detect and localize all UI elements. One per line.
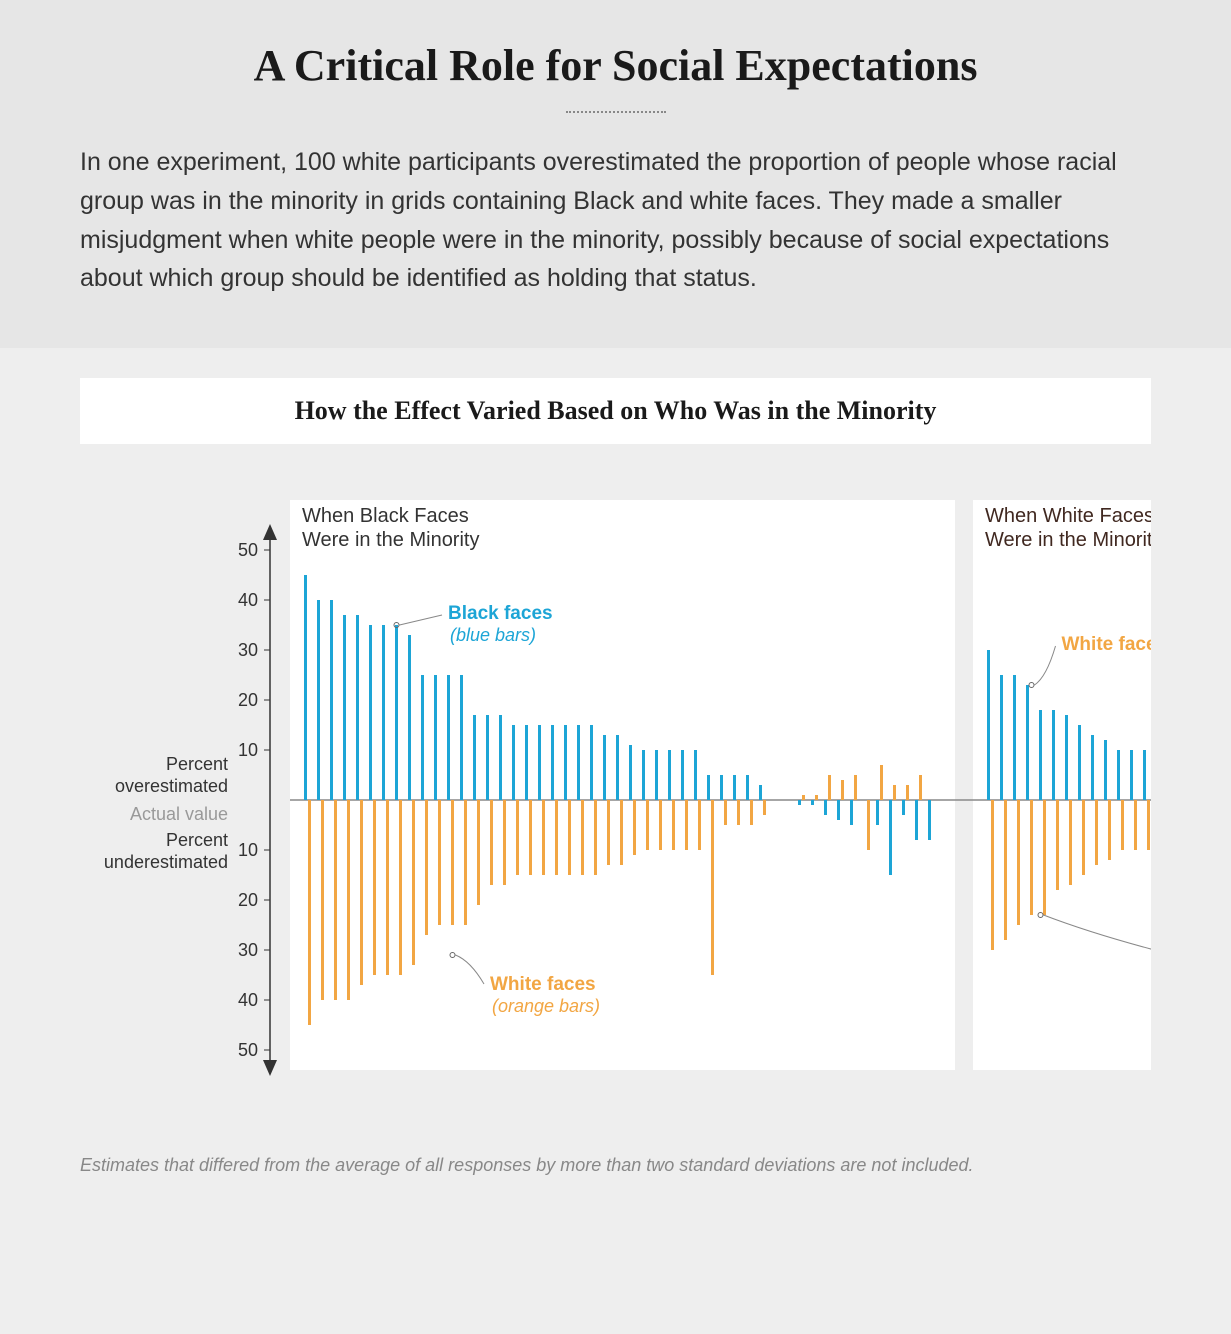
svg-text:10: 10 — [238, 840, 258, 860]
svg-text:(blue bars): (blue bars) — [450, 625, 536, 645]
chart-svg: When Black FacesWere in the MinorityWhen… — [80, 470, 1151, 1110]
svg-text:20: 20 — [238, 890, 258, 910]
svg-text:When White Faces: When White Faces — [985, 505, 1151, 527]
svg-text:40: 40 — [238, 590, 258, 610]
svg-text:30: 30 — [238, 640, 258, 660]
svg-text:40: 40 — [238, 990, 258, 1010]
svg-text:White faces: White faces — [490, 974, 596, 995]
chart-title: How the Effect Varied Based on Who Was i… — [80, 378, 1151, 444]
footnote: Estimates that differed from the average… — [0, 1130, 1231, 1216]
svg-text:Black faces: Black faces — [448, 603, 553, 624]
page: A Critical Role for Social Expectations … — [0, 0, 1231, 1216]
svg-text:(orange bars): (orange bars) — [492, 996, 600, 1016]
title-divider — [566, 111, 666, 113]
svg-text:overestimated: overestimated — [115, 776, 228, 796]
svg-text:50: 50 — [238, 1040, 258, 1060]
chart-canvas: When Black FacesWere in the MinorityWhen… — [80, 470, 1151, 1110]
svg-text:underestimated: underestimated — [104, 852, 228, 872]
header-block: A Critical Role for Social Expectations … — [0, 0, 1231, 348]
intro-paragraph: In one experiment, 100 white participant… — [80, 143, 1151, 298]
svg-text:Percent: Percent — [166, 754, 228, 774]
svg-text:Were in the Minority: Were in the Minority — [302, 529, 479, 551]
svg-text:White faces: White faces — [1062, 634, 1152, 655]
main-title: A Critical Role for Social Expectations — [80, 40, 1151, 91]
svg-text:20: 20 — [238, 690, 258, 710]
svg-text:Percent: Percent — [166, 830, 228, 850]
svg-text:30: 30 — [238, 940, 258, 960]
svg-text:Were in the Minority: Were in the Minority — [985, 529, 1151, 551]
chart-section: How the Effect Varied Based on Who Was i… — [0, 348, 1231, 1130]
svg-text:Actual value: Actual value — [130, 804, 228, 824]
svg-text:When Black Faces: When Black Faces — [302, 505, 469, 527]
svg-text:50: 50 — [238, 540, 258, 560]
svg-text:10: 10 — [238, 740, 258, 760]
